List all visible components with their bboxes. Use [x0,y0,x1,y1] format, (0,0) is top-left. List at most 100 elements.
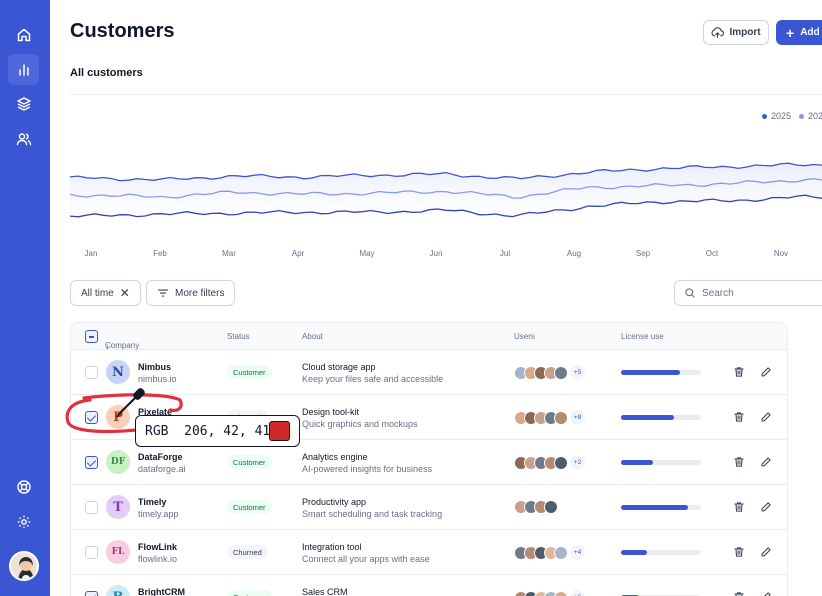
series-line [69,162,822,182]
edit-button[interactable] [759,545,773,559]
license-progress-fill [621,505,689,510]
edit-button[interactable] [759,410,773,424]
delete-button[interactable] [732,365,746,379]
more-users-count[interactable]: +4 [570,545,585,560]
trash-icon [734,502,744,512]
company-logo: DF [106,450,130,474]
table-row[interactable]: BBrightCRMbrightcrm.comCustomerSales CRM… [71,575,787,596]
company-logo: FL [106,540,130,564]
user-avatar [554,455,568,470]
more-users-count[interactable]: +6 [570,590,585,596]
x-tick-label: Mar [222,249,236,258]
table-row[interactable]: N Nimbus nimbus.io Customer Cloud storage ap… [71,350,787,395]
x-tick-label: Jun [430,249,443,258]
license-progress-bar [621,460,701,465]
delete-button[interactable] [732,590,746,596]
import-button-label: Import [729,27,761,38]
user-avatar [554,365,568,380]
legend-label: 2025 [771,111,792,121]
x-tick-label: Jan [85,249,98,258]
delete-button[interactable] [732,410,746,424]
row-checkbox[interactable] [85,411,98,424]
edit-button[interactable] [759,500,773,514]
sidebar-item-layers[interactable] [8,88,39,119]
pencil-icon [761,547,771,557]
delete-button[interactable] [732,455,746,469]
trash-icon [734,592,744,596]
edit-button[interactable] [759,455,773,469]
more-users-count[interactable]: +8 [570,410,585,425]
license-progress-bar [621,415,701,420]
column-header-status[interactable]: Status [227,332,250,341]
column-header-license[interactable]: License use [621,332,664,341]
row-checkbox[interactable] [85,456,98,469]
more-filters-button[interactable]: More filters [146,280,236,306]
about-description: AI-powered insights for business [302,464,433,474]
sidebar-item-settings[interactable] [8,506,39,537]
series-line [69,178,822,199]
company-name: DataForge [138,452,183,462]
sidebar-item-support[interactable] [8,471,39,502]
column-header-about[interactable]: About [302,332,323,341]
table-row[interactable]: DF DataForge dataforge.ai Customer Analytics… [71,440,787,485]
company-domain: nimbus.io [138,374,177,384]
gear-icon [17,515,30,528]
user-avatars [514,500,558,514]
edit-button[interactable] [759,365,773,379]
select-all-checkbox[interactable] [85,330,98,343]
edit-button[interactable] [759,590,773,596]
company-name: Nimbus [138,362,172,372]
column-header-users[interactable]: Users [514,332,535,341]
support-icon [16,479,31,494]
table-header: Company ↓ Status About Users License use [71,323,787,351]
highlight-scribble [65,393,183,434]
user-avatars: +6 [514,590,585,596]
row-checkbox[interactable] [85,366,98,379]
sidebar-item-home[interactable] [8,19,39,50]
search-input[interactable] [702,287,812,299]
legend-item: 2024 [799,111,822,121]
customers-table: Company ↓ Status About Users License use… [70,322,788,596]
section-title: All customers [70,67,143,79]
user-avatar [544,500,558,514]
color-swatch [269,421,290,441]
company-domain: timely.app [138,509,179,519]
user-avatar [554,545,568,560]
x-tick-label: Apr [292,249,305,258]
status-badge: Customer [227,455,272,469]
more-filters-label: More filters [175,287,225,299]
company-domain: dataforge.ai [138,464,186,474]
cloud-upload-icon [711,27,725,38]
layers-icon [16,96,31,111]
company-logo: N [106,360,130,384]
delete-button[interactable] [732,500,746,514]
table-row[interactable]: T Timely timely.app Customer Productivity ap… [71,485,787,530]
line-chart: Jan Feb Mar Apr May Jun Jul Aug Sep Oct Nov [69,162,822,258]
row-checkbox[interactable] [85,501,98,514]
more-users-count[interactable]: +5 [570,365,585,380]
import-button[interactable]: Import [703,20,769,45]
avatar[interactable] [9,551,39,581]
search-field[interactable] [674,280,822,306]
series-line [69,194,822,218]
user-avatars: +5 [514,365,585,380]
pencil-icon [761,412,771,422]
user-avatar [554,590,568,596]
add-button[interactable]: + Add [776,20,822,45]
time-filter-chip[interactable]: All time ✕ [70,280,141,306]
eyedropper-icon [116,388,145,418]
row-checkbox[interactable] [85,591,98,596]
user-avatars: +2 [514,455,585,470]
about-description: Smart scheduling and task tracking [302,509,443,519]
user-avatar-icon [11,553,37,579]
table-row[interactable]: FL FlowLink flowlink.io Churned Integration … [71,530,787,575]
row-checkbox[interactable] [85,546,98,559]
delete-button[interactable] [732,545,746,559]
pencil-icon [761,367,771,377]
x-tick-label: May [359,249,374,258]
more-users-count[interactable]: +2 [570,455,585,470]
sidebar-item-users[interactable] [8,123,39,154]
close-icon[interactable]: ✕ [119,286,130,300]
license-progress-bar [621,370,701,375]
sidebar-item-analytics[interactable] [8,54,39,85]
